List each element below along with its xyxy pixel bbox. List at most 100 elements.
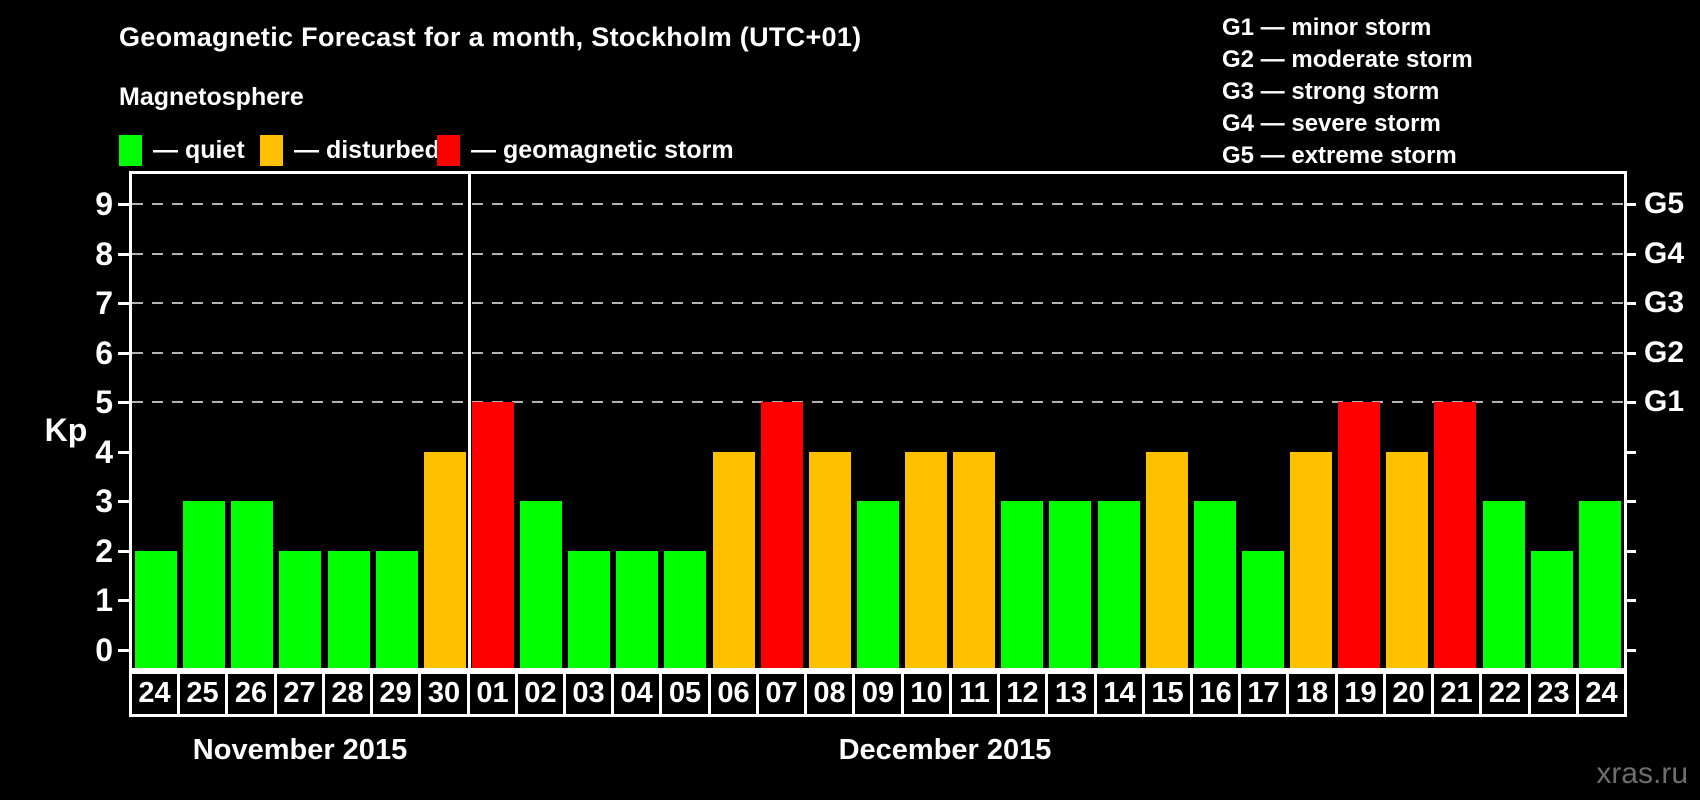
kp-bar-dec-13 [1049,501,1091,668]
date-cell-december-23: 23 [1528,671,1579,717]
legend-label-storm: — geomagnetic storm [471,136,734,164]
date-cell-december-17: 17 [1238,671,1289,717]
y-tick-right-7 [1624,302,1636,305]
g-scale-label-G1: G1 [1644,385,1685,418]
storm-scale-line-3: G3 — strong storm [1222,78,1440,105]
y-tick-label-7: 7 [95,285,113,321]
date-cell-november-24: 24 [129,671,180,717]
date-cell-december-21: 21 [1431,671,1482,717]
date-cell-december-04: 04 [611,671,662,717]
y-tick-label-1: 1 [95,582,113,618]
date-cell-december-10: 10 [901,671,952,717]
kp-bar-dec-16 [1194,501,1236,668]
date-cell-december-08: 08 [804,671,855,717]
date-cell-december-20: 20 [1383,671,1434,717]
gridline-kp-6 [132,352,1624,354]
date-cell-december-06: 06 [708,671,759,717]
date-cell-december-12: 12 [997,671,1048,717]
date-cell-november-25: 25 [177,671,228,717]
gridline-kp-8 [132,253,1624,255]
date-cell-december-01: 01 [467,671,518,717]
date-cell-december-14: 14 [1094,671,1145,717]
y-tick-label-0: 0 [95,632,113,668]
storm-scale-line-2: G2 — moderate storm [1222,46,1473,73]
date-cell-december-15: 15 [1142,671,1193,717]
chart-title: Geomagnetic Forecast for a month, Stockh… [119,22,862,52]
y-tick-left-6 [118,352,131,355]
kp-bar-dec-18 [1290,452,1332,668]
g-scale-label-G5: G5 [1644,187,1685,220]
kp-bar-nov-28 [328,551,370,668]
date-cell-december-18: 18 [1286,671,1338,717]
kp-bar-nov-26 [231,501,273,668]
kp-bar-dec-07 [761,402,803,668]
date-cell-december-19: 19 [1335,671,1386,717]
kp-bar-dec-09 [857,501,899,668]
legend-heading: Magnetosphere [119,83,304,111]
date-cell-december-07: 07 [756,671,807,717]
kp-bar-dec-14 [1098,501,1140,668]
quiet-color-swatch [119,135,142,166]
date-cell-november-27: 27 [274,671,325,717]
y-tick-label-2: 2 [95,533,113,569]
date-cell-december-02: 02 [515,671,566,717]
y-axis-title: Kp [44,412,88,448]
y-tick-right-2 [1624,550,1636,553]
y-tick-left-4 [118,451,131,454]
y-tick-label-3: 3 [95,483,113,519]
y-tick-left-8 [118,253,131,256]
kp-bar-dec-01 [472,402,514,668]
kp-bar-dec-19 [1338,402,1380,668]
y-tick-label-8: 8 [95,236,113,272]
storm-scale-line-4: G4 — severe storm [1222,110,1441,137]
kp-bar-dec-20 [1386,452,1428,668]
date-cell-december-16: 16 [1190,671,1241,717]
kp-bar-dec-17 [1242,551,1284,668]
kp-bar-dec-08 [809,452,851,668]
y-tick-left-0 [118,649,131,652]
kp-bar-dec-15 [1146,452,1188,668]
y-tick-right-8 [1624,253,1636,256]
y-tick-right-4 [1624,451,1636,454]
disturbed-color-swatch [260,135,283,166]
date-axis: 24 25 26 27 28 29 30 01 02 03 04 05 06 07 08 09 10 11 12 13… [129,671,1627,717]
kp-bar-dec-06 [713,452,755,668]
kp-bar-nov-25 [183,501,225,668]
kp-bar-dec-03 [568,551,610,668]
y-tick-label-6: 6 [95,335,113,371]
gridline-kp-9 [132,203,1624,205]
plot-area [129,171,1627,671]
kp-bar-dec-05 [664,551,706,668]
y-tick-right-9 [1624,203,1636,206]
y-tick-label-5: 5 [95,384,113,420]
kp-bar-dec-22 [1483,501,1525,668]
y-tick-left-1 [118,599,131,602]
kp-bar-dec-21 [1434,402,1476,668]
y-tick-left-3 [118,500,131,503]
y-tick-right-3 [1624,500,1636,503]
date-cell-december-09: 09 [852,671,904,717]
month-label-december-2015: December 2015 [838,734,1052,766]
y-tick-left-2 [118,550,131,553]
date-cell-december-13: 13 [1045,671,1097,717]
date-cell-december-24: 24 [1576,671,1627,717]
date-cell-november-30: 30 [418,671,470,717]
legend-label-disturbed: — disturbed [294,136,440,164]
y-tick-right-0 [1624,649,1636,652]
storm-color-swatch [437,135,460,166]
date-cell-november-26: 26 [225,671,277,717]
month-separator-line [468,174,471,668]
watermark: xras.ru [1596,757,1688,790]
g-scale-label-G2: G2 [1644,336,1685,369]
y-tick-right-5 [1624,401,1636,404]
date-cell-december-11: 11 [949,671,1000,717]
kp-bar-nov-27 [279,551,321,668]
storm-scale-legend: G1 — minor storm G2 — moderate storm G3 — … [1222,12,1473,172]
date-cell-november-28: 28 [322,671,373,717]
y-tick-left-7 [118,302,131,305]
gridline-kp-5 [132,401,1624,403]
storm-scale-line-1: G1 — minor storm [1222,14,1432,41]
y-tick-right-1 [1624,599,1636,602]
y-tick-label-4: 4 [95,434,113,470]
